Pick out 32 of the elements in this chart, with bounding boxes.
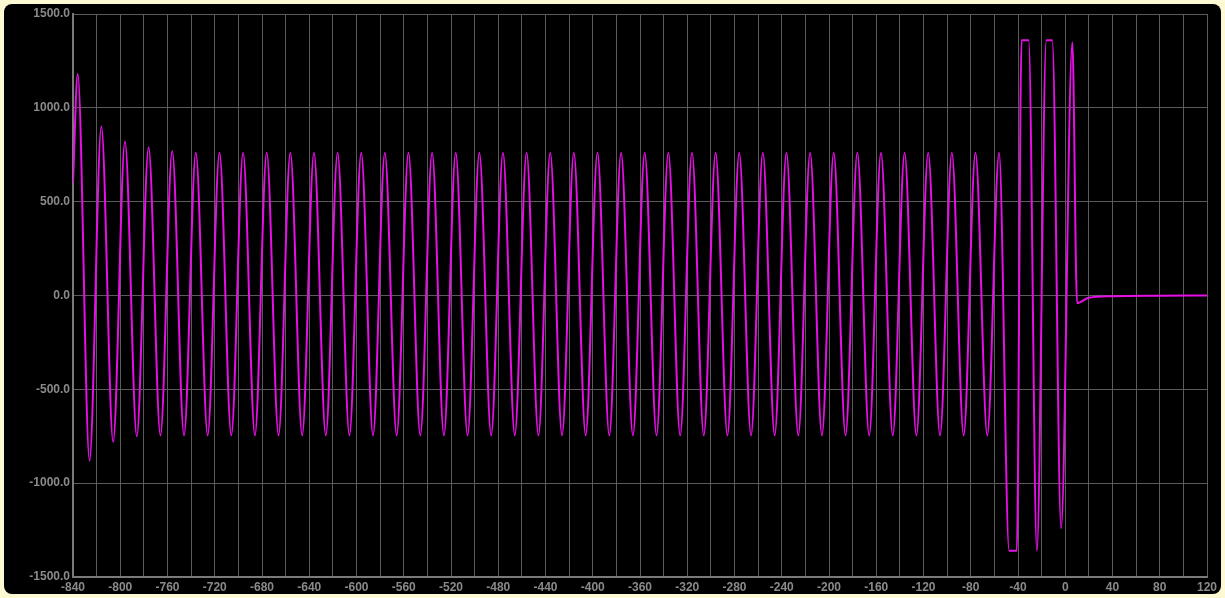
x-tick-label: -800 bbox=[108, 579, 133, 594]
x-tick-label: 0 bbox=[1061, 579, 1069, 594]
y-tick-label: -500.0 bbox=[35, 381, 71, 396]
x-tick-label: -560 bbox=[391, 579, 417, 594]
y-tick-label: -1000.0 bbox=[29, 475, 71, 490]
y-tick-label: 1500.0 bbox=[33, 6, 71, 21]
line-series bbox=[73, 39, 1207, 552]
x-tick-label: -440 bbox=[533, 579, 558, 594]
x-tick-label: -40 bbox=[1009, 579, 1027, 594]
x-tick-label: -160 bbox=[864, 579, 889, 594]
x-tick-label: -400 bbox=[580, 579, 606, 594]
x-tick-label: -480 bbox=[486, 579, 511, 594]
x-tick-label: -320 bbox=[675, 579, 700, 594]
x-tick-label: -640 bbox=[297, 579, 322, 594]
y-tick-label: 0.0 bbox=[53, 287, 71, 302]
x-tick-label: -240 bbox=[769, 579, 795, 594]
x-tick-label: 40 bbox=[1105, 579, 1120, 594]
x-tick-label: 80 bbox=[1153, 579, 1167, 594]
x-tick-label: -680 bbox=[249, 579, 275, 594]
x-tick-label: -720 bbox=[202, 579, 228, 594]
x-tick-label: -520 bbox=[438, 579, 464, 594]
x-tick-label: -120 bbox=[911, 579, 936, 594]
y-tick-label: 1000.0 bbox=[33, 100, 71, 115]
x-tick-label: -200 bbox=[816, 579, 842, 594]
x-tick-label: -840 bbox=[60, 579, 86, 594]
x-tick-label: -80 bbox=[962, 579, 980, 594]
x-tick-label: -360 bbox=[627, 579, 653, 594]
x-tick-label: -280 bbox=[722, 579, 747, 594]
x-tick-label: -760 bbox=[155, 579, 180, 594]
y-tick-label: 500.0 bbox=[39, 193, 71, 208]
x-tick-label: -600 bbox=[344, 579, 369, 594]
x-tick-label: 120 bbox=[1196, 579, 1218, 594]
